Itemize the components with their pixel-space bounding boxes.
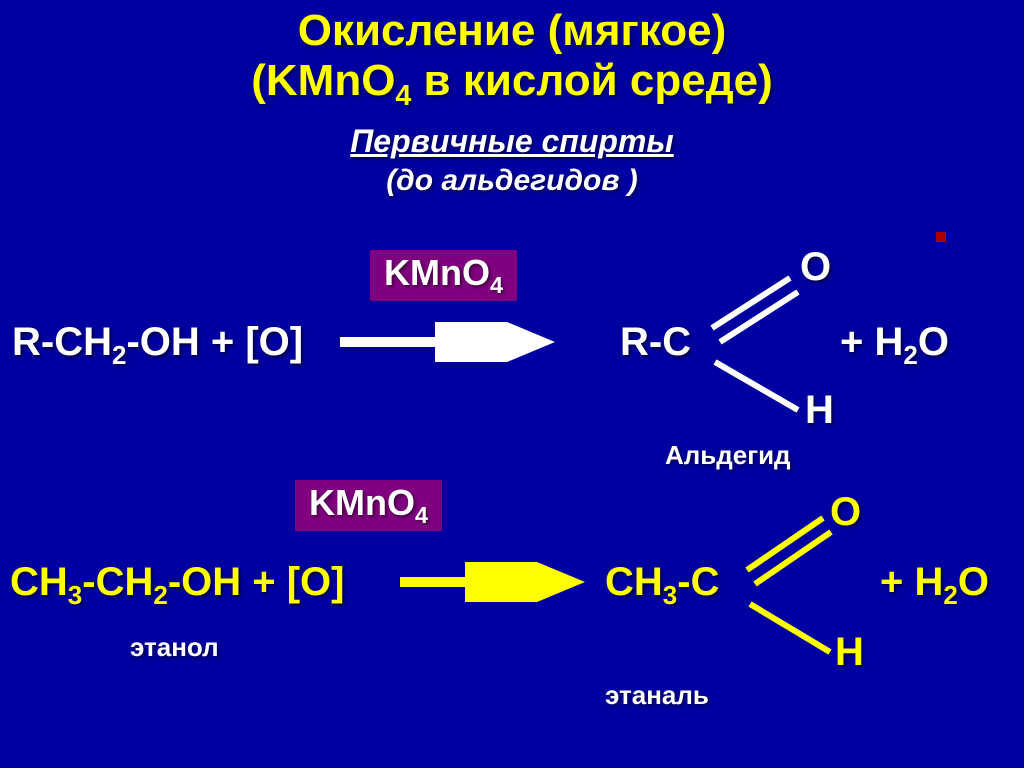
reaction2-bonds xyxy=(735,500,855,680)
r2-reactant-mid: -CH xyxy=(82,560,153,604)
r2-reactant-sub2: 2 xyxy=(153,580,167,610)
r2-label-left: этанол xyxy=(130,632,219,662)
reaction2-label-right: этаналь xyxy=(605,680,709,711)
reaction1-bonds xyxy=(700,260,820,430)
reagent-box-1: KMnO4 xyxy=(370,250,517,301)
r2-water-pre: + H xyxy=(880,560,943,604)
reagent2-label: KMnO xyxy=(309,482,415,523)
r2-label-right: этаналь xyxy=(605,680,709,710)
arrow-2 xyxy=(395,562,585,602)
r1-label: Альдегид xyxy=(665,440,791,470)
reaction2-label-left: этанол xyxy=(130,632,219,663)
r1-water-pre: + H xyxy=(840,320,903,364)
reaction1-label: Альдегид xyxy=(665,440,791,471)
marker-icon xyxy=(936,232,946,242)
r2-reactant-tail: -OH + [O] xyxy=(168,560,345,604)
r1-reactant-tail: -OH + [O] xyxy=(126,320,303,364)
subtitle1-text: Первичные спирты xyxy=(350,123,673,159)
r2-product-mid: -C xyxy=(677,560,719,604)
r1-water-sub: 2 xyxy=(903,340,917,370)
r2-water-tail: O xyxy=(958,560,989,604)
reaction2-water: + H2O xyxy=(880,560,989,611)
r1-reactant-text: R-CH xyxy=(12,320,112,364)
reaction1-water: + H2O xyxy=(840,320,949,371)
r2-water-sub: 2 xyxy=(943,580,957,610)
r1-water-tail: O xyxy=(918,320,949,364)
r1-product-pre: R-C xyxy=(620,320,691,364)
reaction2-reactant: CH3-CH2-OH + [O] xyxy=(10,560,344,611)
r1-reactant-sub: 2 xyxy=(112,340,126,370)
reaction1-reactant: R-CH2-OH + [O] xyxy=(12,320,303,371)
arrow-1 xyxy=(335,322,555,362)
r2-product-sub: 3 xyxy=(663,580,677,610)
subtitle2-text: (до альдегидов ) xyxy=(386,164,638,197)
reagent-box-2: KMnO4 xyxy=(295,480,442,531)
reagent1-label: KMnO xyxy=(384,252,490,293)
r2-reactant-sub1: 3 xyxy=(68,580,82,610)
subtitle-2: (до альдегидов ) xyxy=(0,164,1024,198)
title-line1: Окисление (мягкое) xyxy=(0,0,1024,56)
reaction1-product-rc: R-C xyxy=(620,320,691,365)
reagent2-sub: 4 xyxy=(415,502,428,528)
subtitle-1: Первичные спирты xyxy=(0,123,1024,160)
r2-reactant-pre: CH xyxy=(10,560,68,604)
r2-product-pre: CH xyxy=(605,560,663,604)
title-text1: Окисление (мягкое) xyxy=(298,6,727,55)
reagent1-sub: 4 xyxy=(490,272,503,298)
title-line2: (KMnO4 в кислой среде) xyxy=(0,56,1024,113)
reaction2-product: CH3-C xyxy=(605,560,719,611)
